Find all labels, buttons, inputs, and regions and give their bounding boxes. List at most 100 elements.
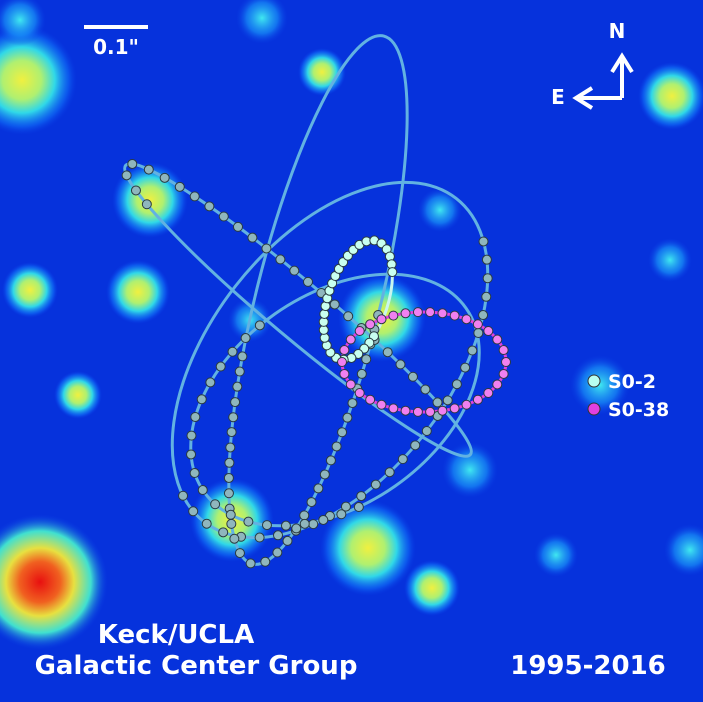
observation [174, 181, 185, 192]
observation [376, 399, 387, 410]
observation [478, 236, 489, 247]
observation [412, 307, 423, 318]
observation [384, 467, 395, 478]
observation [282, 535, 293, 546]
observation [461, 399, 472, 410]
observation [449, 403, 460, 414]
observation [130, 185, 141, 196]
observation [313, 483, 324, 494]
star [320, 500, 416, 596]
observation [260, 556, 271, 567]
observation [329, 299, 340, 310]
observation [407, 371, 418, 382]
observation [223, 488, 234, 499]
star [2, 262, 58, 318]
observation [472, 394, 483, 405]
observation [237, 351, 248, 362]
observation [361, 354, 372, 365]
observation [388, 310, 399, 321]
observation [230, 397, 241, 408]
observation [437, 405, 448, 416]
observation [218, 211, 229, 222]
observation [261, 520, 272, 531]
star [648, 238, 692, 282]
observation [189, 468, 200, 479]
observation [472, 319, 483, 330]
observation [365, 394, 376, 405]
observation [159, 172, 170, 183]
observation [498, 368, 509, 379]
observation [325, 455, 336, 466]
observation [232, 221, 243, 232]
star [298, 48, 346, 96]
observation [412, 406, 423, 417]
observation [318, 514, 329, 525]
observation [245, 558, 256, 569]
observation [365, 319, 376, 330]
observation [319, 469, 330, 480]
observation [501, 357, 511, 367]
observation [243, 516, 254, 527]
date-range: 1995-2016 [510, 651, 666, 681]
observation [478, 310, 489, 321]
star [664, 524, 703, 576]
observation [395, 359, 406, 370]
observation [387, 267, 398, 278]
observation [141, 199, 152, 210]
legend-label: S0-2 [608, 371, 656, 393]
observation [189, 191, 200, 202]
star [0, 25, 77, 135]
star [534, 533, 578, 577]
observation [449, 310, 460, 321]
observation [354, 325, 365, 336]
observation [481, 291, 492, 302]
observation [347, 398, 358, 409]
observation [240, 333, 251, 344]
observation [186, 430, 197, 441]
observation [215, 361, 226, 372]
observation [291, 523, 302, 534]
observation [228, 412, 239, 423]
observation [254, 532, 265, 543]
observation [410, 440, 421, 451]
observation [226, 518, 237, 529]
star [442, 442, 498, 498]
observation [342, 412, 353, 423]
observation [143, 164, 154, 175]
observation [460, 362, 471, 373]
observation [272, 547, 283, 558]
observation [331, 441, 342, 452]
orbit [123, 162, 473, 458]
observation [421, 425, 432, 436]
observation [308, 519, 319, 530]
observation [356, 368, 367, 379]
observation [336, 509, 347, 520]
observation [420, 384, 431, 395]
observation [337, 427, 348, 438]
observation [437, 308, 448, 319]
observation [442, 395, 453, 406]
observation [400, 405, 411, 416]
observation [261, 243, 272, 254]
observation [356, 491, 367, 502]
observation [190, 412, 201, 423]
star [236, 0, 288, 44]
observation [345, 334, 356, 345]
observation [218, 527, 229, 538]
legend-label: S0-38 [608, 399, 669, 421]
observation [340, 501, 351, 512]
observation [353, 502, 364, 513]
legend-marker [587, 374, 601, 388]
star [106, 260, 170, 324]
observation [339, 345, 350, 356]
observation [188, 506, 199, 517]
observation [275, 254, 286, 265]
observation [186, 449, 197, 460]
star [570, 355, 630, 415]
compass-arrows [572, 52, 634, 110]
observation [492, 379, 503, 390]
star [54, 371, 102, 419]
observation [337, 356, 347, 367]
observation [196, 394, 207, 405]
